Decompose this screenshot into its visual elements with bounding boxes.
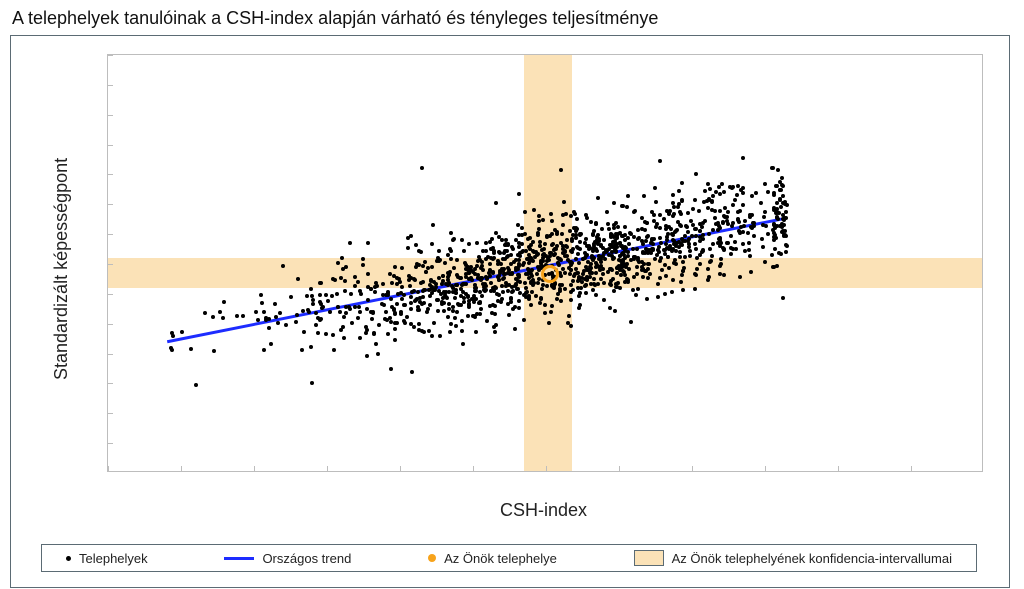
- x-axis-label: CSH-index: [500, 500, 587, 521]
- y-tick-mark: [108, 85, 113, 86]
- y-tick-mark: [108, 383, 113, 384]
- plot-area: 8009001000110012001300140015001600170018…: [107, 54, 983, 472]
- x-tick-label: 1: [688, 471, 695, 472]
- x-tick-label: 3: [980, 471, 983, 472]
- legend: Telephelyek Országos trend Az Önök telephe…: [41, 544, 977, 572]
- y-tick-mark: [108, 145, 113, 146]
- legend-item: Az Önök telephelyének konfidencia-interv…: [634, 550, 952, 566]
- y-tick-mark: [108, 174, 113, 175]
- legend-symbol: [634, 550, 664, 566]
- legend-label: Telephelyek: [79, 551, 148, 566]
- legend-symbol: [66, 556, 71, 561]
- x-tick-mark: [838, 466, 839, 471]
- scatter-layer: [108, 55, 982, 471]
- legend-symbol: [224, 557, 254, 560]
- x-tick-label: 2,5: [902, 471, 920, 472]
- y-tick-mark: [108, 115, 113, 116]
- x-tick-mark: [619, 466, 620, 471]
- y-axis-label: Standardizált képességpont: [51, 158, 72, 380]
- y-tick-mark: [108, 354, 113, 355]
- legend-item: Országos trend: [224, 551, 351, 566]
- x-tick-mark: [181, 466, 182, 471]
- x-tick-mark: [473, 466, 474, 471]
- legend-item: Az Önök telephelye: [428, 551, 557, 566]
- y-tick-mark: [108, 443, 113, 444]
- y-tick-mark: [108, 234, 113, 235]
- x-tick-label: 2: [834, 471, 841, 472]
- x-tick-label: 0,5: [610, 471, 628, 472]
- x-tick-label: -1: [394, 471, 406, 472]
- legend-label: Az Önök telephelyének konfidencia-interv…: [672, 551, 952, 566]
- x-tick-mark: [765, 466, 766, 471]
- chart-title: A telephelyek tanulóinak a CSH-index ala…: [12, 8, 1014, 29]
- chart-frame: 8009001000110012001300140015001600170018…: [10, 35, 1010, 588]
- x-tick-mark: [327, 466, 328, 471]
- x-tick-mark: [108, 466, 109, 471]
- x-tick-label: 1,5: [756, 471, 774, 472]
- x-tick-mark: [692, 466, 693, 471]
- x-tick-label: -3: [107, 471, 114, 472]
- legend-label: Országos trend: [262, 551, 351, 566]
- y-tick-mark: [108, 294, 113, 295]
- y-tick-mark: [108, 324, 113, 325]
- y-tick-mark: [108, 55, 113, 56]
- x-tick-label: 0: [542, 471, 549, 472]
- legend-symbol: [428, 554, 436, 562]
- x-tick-label: -2,5: [170, 471, 192, 472]
- legend-label: Az Önök telephelye: [444, 551, 557, 566]
- x-tick-label: -1,5: [316, 471, 338, 472]
- x-tick-label: -2: [248, 471, 260, 472]
- y-tick-mark: [108, 413, 113, 414]
- y-tick-mark: [108, 204, 113, 205]
- x-tick-label: -0,5: [462, 471, 484, 472]
- x-tick-mark: [546, 466, 547, 471]
- x-tick-mark: [254, 466, 255, 471]
- x-tick-mark: [400, 466, 401, 471]
- x-tick-mark: [911, 466, 912, 471]
- legend-item: Telephelyek: [66, 551, 148, 566]
- y-tick-mark: [108, 264, 113, 265]
